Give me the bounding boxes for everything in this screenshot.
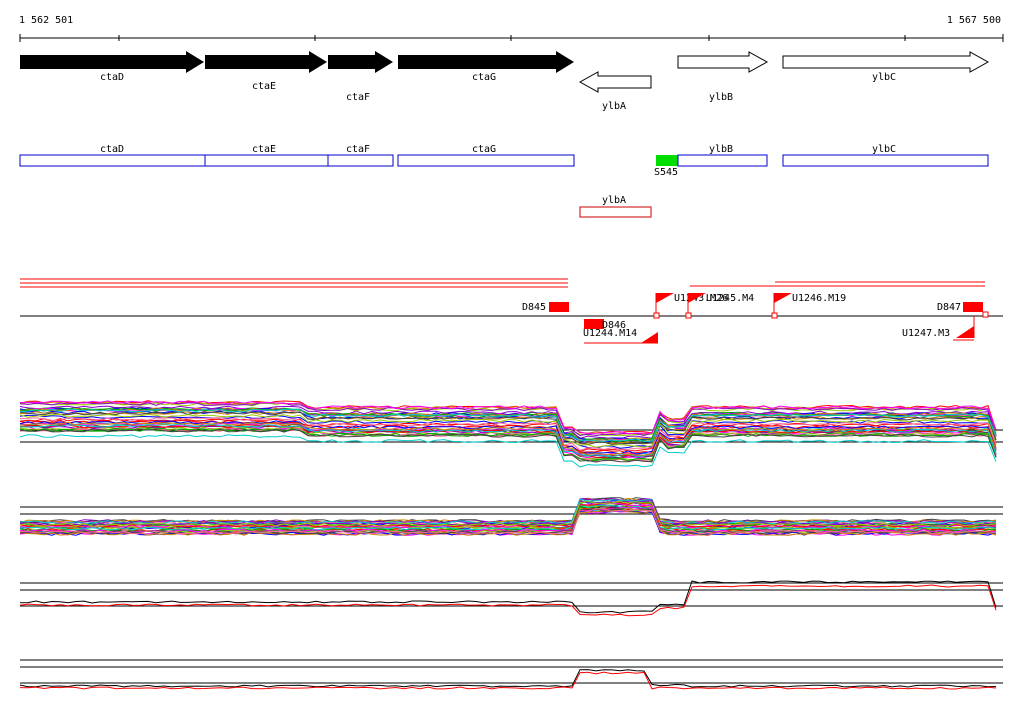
- gene-arrow-ctaE[interactable]: [205, 51, 327, 73]
- gene-track: ctaD ctaE ctaF ctaG ylbA ylbB ylbC: [20, 51, 990, 112]
- gene-arrow-ctaD[interactable]: [20, 51, 204, 73]
- profile-panel-minus-summary: [19, 659, 1003, 690]
- transcript-label-ylbB: ylbB: [709, 144, 733, 155]
- transcript-track-minus: ylbA: [579, 195, 652, 218]
- feature-label-D847: D847: [937, 302, 961, 313]
- transcript-track-plus: ctaD ctaE ctaF ctaG S545 ylbB ylbC: [19, 144, 989, 178]
- plus-profile-line-2: [19, 414, 997, 449]
- plus-profile-line-28: [19, 413, 997, 448]
- minus-summary-mean-0: [19, 669, 997, 688]
- minus-profile-line-15: [19, 497, 997, 524]
- minus-profile-line-6: [19, 497, 997, 524]
- profile-panel-minus-strand: [19, 497, 1003, 536]
- plus-summary-mean-0: [19, 580, 997, 614]
- plus-profile-line-33: [20, 400, 997, 435]
- transcript-label-ylbA: ylbA: [602, 195, 626, 206]
- transcript-label-ylbC: ylbC: [872, 144, 896, 155]
- gene-label-ylbB: ylbB: [709, 92, 733, 103]
- minus-profile-line-28: [19, 500, 997, 527]
- start-coordinate-label: 1 562 501: [19, 15, 73, 26]
- feature-label-U1247: U1247.M3: [902, 328, 950, 339]
- transcript-label-ctaG: ctaG: [472, 144, 496, 155]
- feature-track: D845 D846 U1244.M14 U1243.M26 U1245.M4 U…: [20, 278, 1003, 344]
- upshift-U1246[interactable]: [774, 293, 792, 303]
- transcript-label-ctaF: ctaF: [346, 144, 370, 155]
- transcript-ctaD[interactable]: [19, 154, 206, 167]
- feature-label-D846: D846: [602, 320, 626, 331]
- plus-profile-line-30: [19, 419, 997, 454]
- transcript-label-ctaD: ctaD: [100, 144, 124, 155]
- promoter-label: S545: [654, 167, 678, 178]
- terminator-D846[interactable]: [584, 319, 604, 329]
- upshift-U1243[interactable]: [656, 293, 674, 303]
- end-coordinate-label: 1 567 500: [947, 15, 1001, 26]
- minus-profile-line-26: [19, 500, 997, 527]
- transcript-ylbC[interactable]: [782, 154, 989, 167]
- transcript-label-ctaE: ctaE: [252, 144, 276, 155]
- minus-profile-line-7: [19, 497, 997, 523]
- gene-label-ctaF: ctaF: [346, 92, 370, 103]
- terminator-D845[interactable]: [549, 302, 569, 312]
- gene-arrow-ctaF[interactable]: [328, 51, 393, 73]
- gene-label-ctaE: ctaE: [252, 81, 276, 92]
- feature-label-U1245: U1245.M4: [706, 293, 754, 304]
- upshift-U1247[interactable]: [956, 326, 974, 338]
- gene-label-ylbA: ylbA: [602, 101, 626, 112]
- gene-arrow-ctaG[interactable]: [398, 51, 574, 73]
- gene-arrow-ylbA[interactable]: [578, 71, 652, 93]
- plus-profile-line-14: [19, 434, 997, 468]
- transcript-ctaF[interactable]: [327, 154, 394, 167]
- promoter-box[interactable]: [656, 155, 678, 166]
- minus-profile-line-29: [19, 508, 997, 535]
- feature-label-U1246: U1246.M19: [792, 293, 846, 304]
- plus-profile-line-26: [19, 401, 997, 437]
- upshift-U1245[interactable]: [688, 293, 706, 303]
- transcript-ylbB[interactable]: [677, 154, 768, 167]
- coordinate-ruler: 1 562 501 1 567 500: [19, 15, 1004, 42]
- plus-profile-line-17: [19, 411, 997, 446]
- minus-summary-alt-0: [19, 671, 997, 690]
- minus-profile-line-27: [19, 508, 997, 535]
- plus-summary-alt-0: [19, 584, 997, 617]
- minus-profile-line-14: [19, 504, 997, 531]
- minus-profile-line-24: [19, 498, 997, 525]
- transcript-ylbA[interactable]: [579, 206, 652, 218]
- feature-label-D845: D845: [522, 302, 546, 313]
- gene-label-ylbC: ylbC: [872, 72, 896, 83]
- plus-profile-line-35: [19, 421, 997, 456]
- plus-profile-line-27: [19, 428, 997, 463]
- gene-label-ctaD: ctaD: [100, 72, 124, 83]
- gene-arrow-ylbC[interactable]: [782, 51, 990, 73]
- feature-label-U1244: U1244.M14: [583, 328, 637, 339]
- terminator-D847[interactable]: [963, 302, 983, 312]
- feature-label-U1243: U1243.M26: [674, 293, 728, 304]
- gene-arrow-ylbB[interactable]: [677, 51, 769, 73]
- plus-profile-line-29: [19, 417, 997, 451]
- profile-panel-plus-summary: [19, 580, 1003, 617]
- transcript-ctaG[interactable]: [397, 154, 575, 167]
- profile-panel-plus-strand: [19, 400, 1003, 468]
- transcript-ctaE[interactable]: [204, 154, 329, 167]
- plus-profile-line-34: [19, 408, 997, 443]
- gene-label-ctaG: ctaG: [472, 72, 496, 83]
